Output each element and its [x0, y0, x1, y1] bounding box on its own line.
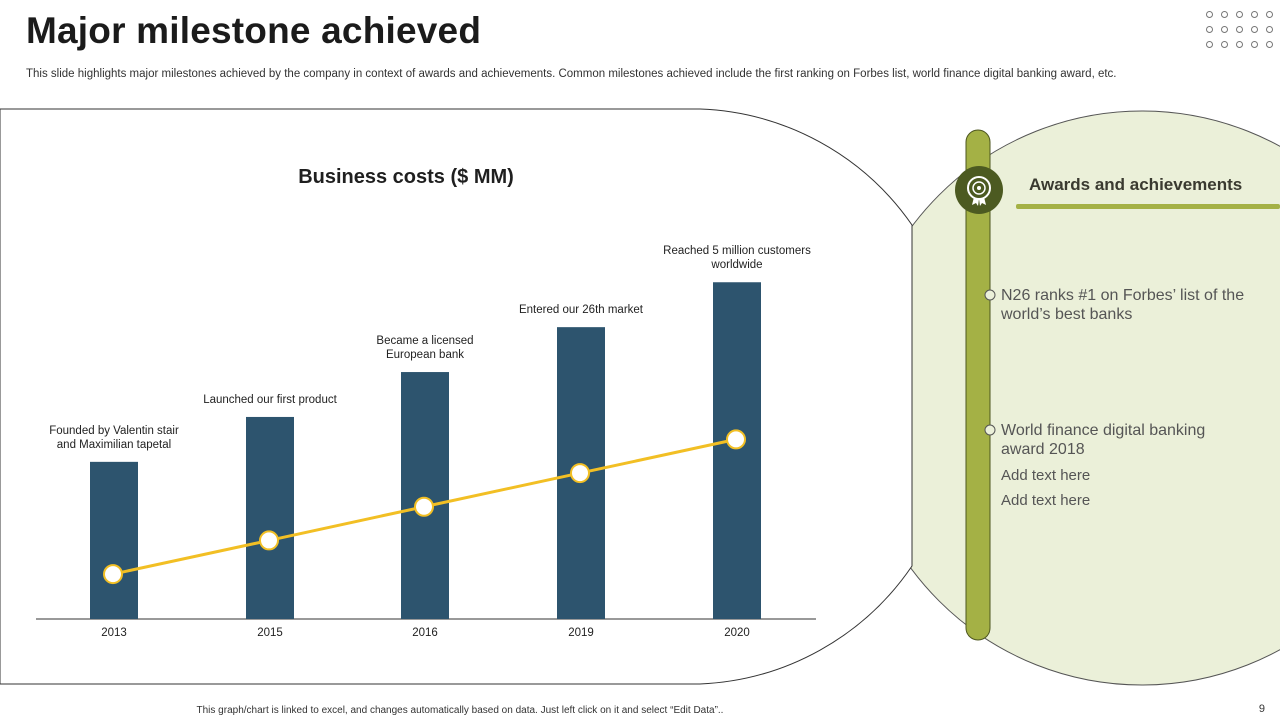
milestone-annotation: Founded by Valentin stair and Maximilian…	[49, 424, 179, 451]
trend-point-2015	[259, 530, 279, 551]
add-text-note: Add text here	[1001, 467, 1091, 484]
timeline-bar	[965, 129, 991, 641]
decorative-dot	[1266, 11, 1273, 18]
x-tick-label: 2016	[412, 627, 438, 639]
decorative-dot	[1251, 11, 1258, 18]
decorative-dot	[1251, 41, 1258, 48]
award-item: World finance digital banking award 2018	[1001, 422, 1206, 458]
award-medal-icon	[955, 166, 1003, 214]
decorative-dot	[1236, 11, 1243, 18]
decorative-dot	[1206, 26, 1213, 33]
bar-2013	[90, 461, 138, 619]
bar-2016	[401, 372, 449, 619]
bar-2015	[246, 416, 294, 619]
milestone-annotation: Entered our 26th market	[518, 304, 643, 317]
footer-note: This graph/chart is linked to excel, and…	[196, 705, 724, 716]
x-tick-label: 2019	[568, 627, 594, 639]
decorative-dot	[1251, 26, 1258, 33]
panel-title: Awards and achievements	[1029, 175, 1243, 194]
panel-title-underline	[1016, 204, 1280, 209]
page-number: 9	[1258, 703, 1265, 715]
page-subtitle: This slide highlights major milestones a…	[26, 68, 1117, 80]
timeline-bullet	[984, 289, 996, 301]
chart-title: Business costs ($ MM)	[298, 166, 514, 188]
trend-point-2020	[726, 429, 746, 450]
timeline-bullet	[984, 424, 996, 436]
chart-container	[0, 108, 913, 685]
add-text-note: Add text here	[1001, 492, 1091, 509]
decorative-dot	[1221, 11, 1228, 18]
decorative-dot	[1221, 41, 1228, 48]
milestone-annotation: Launched our first product	[203, 393, 337, 406]
milestone-annotation: Reached 5 million customers worldwide	[663, 245, 811, 272]
trend-point-2013	[103, 564, 123, 585]
x-tick-label: 2020	[724, 627, 750, 639]
decorative-dot	[1266, 26, 1273, 33]
milestone-annotation: Became a licensed European bank	[376, 335, 474, 362]
decorative-dot	[1236, 41, 1243, 48]
x-tick-label: 2015	[257, 627, 283, 639]
x-tick-label: 2013	[101, 627, 127, 639]
page-title: Major milestone achieved	[26, 10, 482, 51]
award-item: N26 ranks #1 on Forbes’ list of the worl…	[1001, 287, 1245, 323]
trend-point-2016	[414, 496, 434, 517]
trend-point-2019	[570, 463, 590, 484]
decorative-dot	[1266, 41, 1273, 48]
decorative-dot	[1236, 26, 1243, 33]
decorative-dot	[1221, 26, 1228, 33]
decorative-dot	[1206, 11, 1213, 18]
bar-2020	[713, 282, 761, 619]
decorative-dot	[1206, 41, 1213, 48]
